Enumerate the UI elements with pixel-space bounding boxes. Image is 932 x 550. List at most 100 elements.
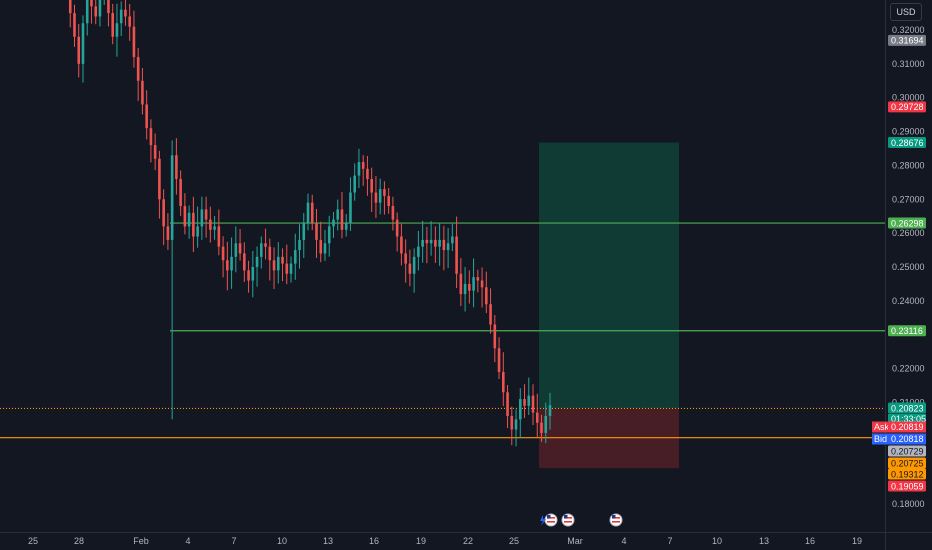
flag-stripe [612,517,620,519]
price-tag-label: 0.28676 [891,138,924,148]
y-tick-label: 0.21000 [892,397,925,407]
candle [451,223,454,252]
candle-body [395,219,399,237]
lightning-icon [540,515,546,526]
x-tick-label: 28 [74,536,84,546]
candle [344,213,348,237]
candle-body [523,399,526,406]
candle-body [527,395,531,406]
us-flag-icon[interactable] [544,513,558,527]
currency-selector[interactable]: USD [890,3,922,21]
candle-body [468,283,471,291]
candle [366,155,369,196]
candle-body [136,57,140,81]
price-tag-bg [888,480,926,492]
candle-body [425,239,429,244]
candle-body [221,246,225,261]
candle [221,236,225,278]
candle-body [310,202,314,223]
price-tag: 0.19312 [888,468,926,480]
candle-body [132,26,136,58]
candle [119,1,123,37]
price-tag-bg [888,445,926,457]
candle-body [81,23,85,64]
candle [94,0,98,25]
candle [548,392,552,430]
candle [162,189,165,246]
candle [276,242,280,284]
candle [434,226,437,263]
candle-body [217,226,221,247]
candle-body [179,178,182,207]
candle [175,138,178,195]
candle-body [141,80,144,105]
candle-body [90,0,93,7]
candle [323,229,327,261]
y-tick-label: 0.25000 [892,262,925,272]
candle-body [417,246,420,257]
price-tag: 0.20823 [888,402,926,414]
flag-circle [544,513,558,527]
candle [230,237,233,289]
price-tag-bg [888,468,926,480]
y-tick-label: 0.31000 [892,59,925,69]
candle [259,236,263,269]
candle [149,119,153,163]
candle-body [535,412,539,423]
bid-value-bg [888,433,926,445]
candle [327,215,331,257]
us-flag-icon[interactable] [609,513,623,527]
candle-body [200,209,204,227]
candle-body [451,236,454,244]
candle [391,196,395,231]
candle-body [463,283,467,295]
candle-body [209,219,212,230]
candle-body [438,239,441,247]
candle [255,246,259,287]
candle [217,209,221,256]
candle-body [319,239,323,254]
candle [243,242,246,282]
candle-body [293,250,297,264]
x-tick-label: 13 [323,536,333,546]
candle [179,170,182,216]
candle-body [107,0,110,14]
candle [153,133,157,171]
candle-body [327,226,331,244]
candle-body [404,253,407,264]
candle-body [361,162,365,169]
candle-body [149,128,153,146]
candle [128,4,131,41]
x-tick-label: 25 [28,536,38,546]
candle-body [489,304,492,325]
candle-body [111,13,115,37]
candle-body [446,243,450,251]
candle [535,393,539,438]
candle-body [353,175,357,193]
price-tag: 0.28676 [888,137,926,149]
price-tag: 0.26298 [888,217,926,229]
candle-body [340,209,344,230]
candle [136,48,140,101]
candle [417,230,420,271]
price-tag: 0.23116 [888,325,926,337]
candle [141,67,144,115]
profit-zone [539,142,679,409]
price-tag-bg [888,101,926,113]
flag-canton [612,515,616,519]
candle [238,229,242,261]
candle-body [306,202,310,223]
candle-body [391,206,395,220]
candle [387,188,390,214]
candle-body [289,263,293,274]
us-flag-icon[interactable] [561,513,575,527]
candle-body [421,239,424,247]
candle-body [344,222,348,230]
flag-stripe [547,521,555,523]
candle-body [378,189,382,203]
flag-stripe [564,521,572,523]
x-tick-label: 7 [667,536,672,546]
bid-label: Bid [874,434,887,444]
candle-body [366,168,369,179]
